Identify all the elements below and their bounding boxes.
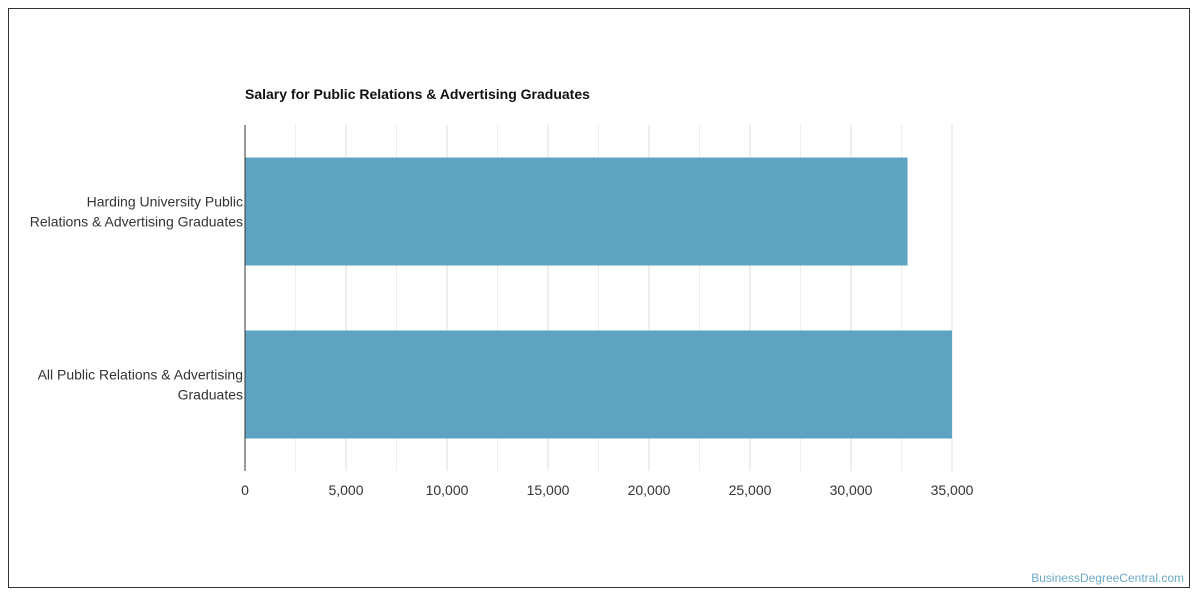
category-label-line: Relations & Advertising Graduates — [30, 214, 243, 230]
x-tick-label: 5,000 — [328, 482, 363, 498]
bar — [245, 330, 952, 439]
category-label-line: Graduates — [178, 387, 243, 403]
label-layer: 0 5,000 10,000 15,000 20,000 25,000 30,000 35,0… — [30, 194, 974, 499]
bar — [245, 157, 908, 266]
x-tick-label: 0 — [241, 482, 249, 498]
bar-layer — [245, 157, 952, 439]
watermark[interactable]: BusinessDegreeCentral.com — [1031, 571, 1184, 585]
x-tick-label: 10,000 — [426, 482, 469, 498]
category-label-line: Harding University Public — [87, 194, 243, 210]
x-tick-label: 30,000 — [830, 482, 873, 498]
category-label: Harding University Public Relations & Adv… — [30, 194, 243, 230]
x-tick-label: 35,000 — [931, 482, 974, 498]
x-tick-label: 20,000 — [628, 482, 671, 498]
chart-title: Salary for Public Relations & Advertisin… — [245, 86, 590, 102]
x-tick-label: 25,000 — [729, 482, 772, 498]
category-label-line: All Public Relations & Advertising — [38, 367, 243, 383]
category-label: All Public Relations & Advertising Gradua… — [38, 367, 243, 403]
x-tick-label: 15,000 — [527, 482, 570, 498]
